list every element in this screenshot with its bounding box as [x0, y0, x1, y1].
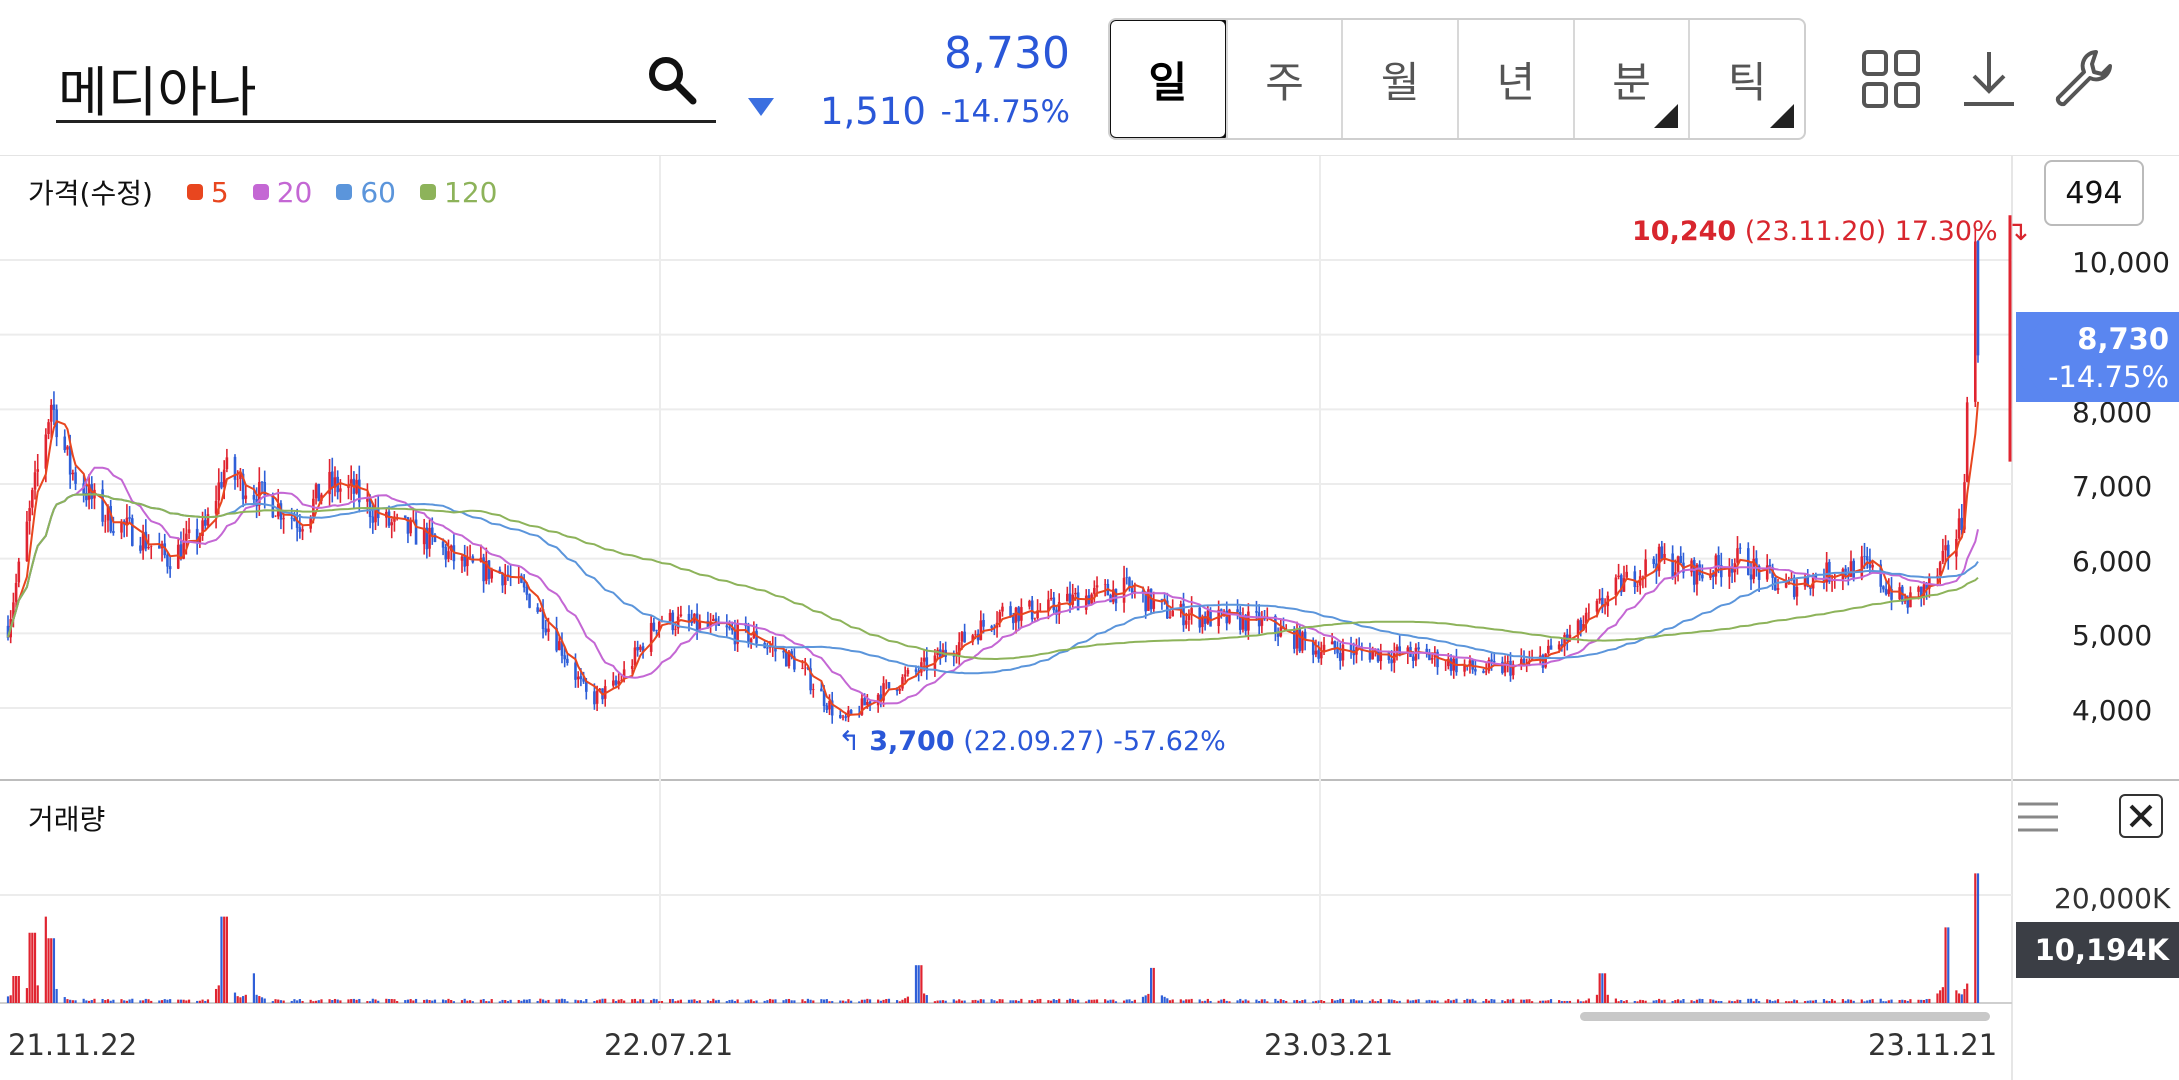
high-arrow-icon: ↴ — [2006, 216, 2029, 247]
ma-line-20 — [7, 466, 1979, 705]
y-label: 7,000 — [2072, 470, 2153, 503]
legend-swatch — [186, 184, 203, 200]
corner-menu-icon — [1654, 104, 1679, 128]
tab-label: 년 — [1496, 57, 1536, 107]
current-price-tag: 8,730 -14.75% — [2016, 312, 2179, 402]
y-label: 4,000 — [2072, 694, 2153, 727]
high-annotation: 10,240 (23.11.20) 17.30% ↴ — [1632, 216, 2029, 247]
tag-price: 8,730 — [2077, 322, 2169, 356]
change-amount: 1,510 — [820, 90, 926, 133]
tab-monthly[interactable]: 월 — [1341, 20, 1457, 138]
wrench-icon[interactable] — [2050, 46, 2116, 112]
x-label: 22.07.21 — [604, 1028, 734, 1062]
tab-label: 월 — [1380, 57, 1420, 107]
legend-ma5: 5 — [186, 175, 229, 209]
header: 메디아나 8,730 1,510 -14.75% 일 주 월 년 분 틱 — [0, 0, 2179, 156]
period-tabs: 일 주 월 년 분 틱 — [1108, 18, 1806, 140]
legend-ma20: 20 — [252, 175, 313, 209]
legend-swatch — [252, 184, 269, 200]
y-label: 5,000 — [2072, 619, 2153, 652]
count-badge[interactable]: 494 — [2044, 160, 2144, 226]
low-arrow-icon: ↰ — [838, 726, 861, 757]
search-icon[interactable] — [646, 54, 698, 106]
legend-label: 120 — [444, 175, 498, 209]
tab-minute[interactable]: 분 — [1572, 20, 1689, 138]
tab-label: 주 — [1265, 57, 1304, 107]
tab-tick[interactable]: 틱 — [1688, 20, 1804, 138]
tab-label: 틱 — [1727, 57, 1767, 107]
x-label: 23.03.21 — [1264, 1028, 1394, 1062]
high-date: (23.11.20) — [1744, 216, 1887, 247]
legend-label: 60 — [360, 175, 396, 209]
low-price: 3,700 — [869, 726, 955, 757]
close-icon[interactable] — [2119, 794, 2163, 838]
grid-icon[interactable] — [1858, 46, 1924, 112]
change-percent: -14.75% — [940, 94, 1070, 130]
volume-panel-title: 거래량 — [28, 803, 106, 836]
price-legend: 가격(수정) 5 20 60 120 — [28, 172, 521, 212]
tag-arrow — [2016, 312, 2046, 402]
ma-line-5 — [7, 401, 1979, 717]
menu-icon[interactable] — [2016, 800, 2060, 834]
low-pct: -57.62% — [1113, 726, 1226, 757]
corner-menu-icon — [1770, 104, 1795, 128]
tab-label: 일 — [1148, 57, 1188, 107]
current-price: 8,730 — [944, 28, 1070, 79]
tab-label: 분 — [1612, 57, 1651, 107]
legend-label: 20 — [276, 175, 313, 209]
x-label: 23.11.21 — [1868, 1028, 1998, 1062]
tab-weekly[interactable]: 주 — [1225, 20, 1342, 138]
volume-tag: 10,194K — [2016, 922, 2179, 978]
legend-ma60: 60 — [336, 176, 396, 209]
horizontal-scrollbar[interactable] — [1580, 1012, 1990, 1021]
legend-swatch — [336, 184, 353, 200]
down-triangle-icon — [748, 98, 774, 116]
chart-canvas[interactable] — [0, 156, 2179, 1080]
y-label: 6,000 — [2072, 545, 2153, 578]
legend-ma120: 120 — [420, 176, 497, 209]
legend-label: 5 — [210, 175, 229, 209]
download-icon[interactable] — [1956, 46, 2022, 112]
ma-line-120 — [7, 493, 1979, 660]
x-label: 21.11.22 — [8, 1028, 138, 1062]
tag-percent: -14.75% — [2047, 360, 2169, 394]
price-panel-title: 가격(수정) — [28, 177, 153, 210]
legend-swatch — [420, 184, 436, 200]
high-pct: 17.30% — [1894, 216, 1998, 247]
tab-yearly[interactable]: 년 — [1457, 20, 1573, 138]
price-block: 8,730 1,510 -14.75% — [740, 20, 1070, 140]
low-annotation: ↰ 3,700 (22.09.27) -57.62% — [838, 726, 1226, 757]
y-label: 10,000 — [2072, 246, 2170, 279]
search-underline — [56, 120, 716, 123]
tab-daily[interactable]: 일 — [1110, 20, 1228, 138]
volume-y-label: 20,000K — [2054, 882, 2171, 915]
low-date: (22.09.27) — [963, 726, 1105, 757]
stock-name-field[interactable]: 메디아나 — [58, 61, 257, 124]
high-price: 10,240 — [1632, 216, 1737, 247]
